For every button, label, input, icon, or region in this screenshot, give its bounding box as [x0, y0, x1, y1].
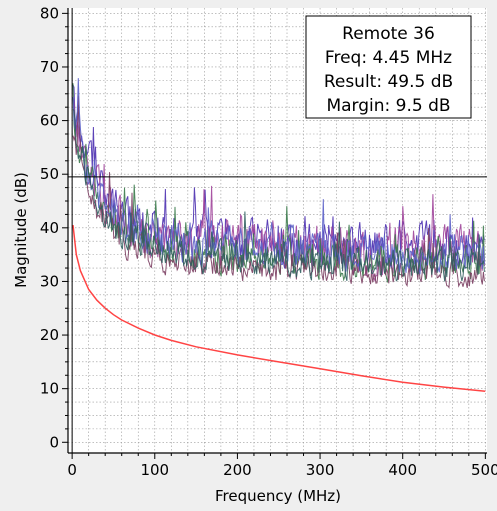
annotation-line-4: Margin: 9.5 dB: [326, 96, 450, 116]
series-layer: [72, 78, 485, 289]
annotation-line-1: Remote 36: [342, 24, 435, 44]
y-tick-label: 30: [40, 272, 59, 290]
y-tick-label: 50: [40, 165, 59, 183]
y-tick-label: 80: [40, 4, 59, 22]
x-tick-label: 300: [306, 461, 335, 479]
x-tick-label: 400: [388, 461, 417, 479]
y-tick-label: 20: [40, 326, 59, 344]
x-tick-label: 200: [223, 461, 252, 479]
annotation-line-2: Freq: 4.45 MHz: [325, 48, 452, 68]
y-axis-label: Magnitude (dB): [12, 172, 30, 288]
series-line-6: [72, 109, 485, 282]
x-tick-label: 0: [67, 461, 77, 479]
x-tick-label: 100: [140, 461, 169, 479]
annotation-box: Remote 36 Freq: 4.45 MHz Result: 49.5 dB…: [305, 15, 472, 119]
y-tick-label: 40: [40, 219, 59, 237]
y-tick-label: 60: [40, 112, 59, 130]
y-tick-label: 70: [40, 58, 59, 76]
axes: 0 10 20 30 40 50 60 70 80 0 100 200 300 400 500: [40, 4, 497, 479]
limit-line: [72, 225, 486, 393]
y-tick-label: 10: [40, 380, 59, 398]
x-tick-label: 500: [471, 461, 497, 479]
y-tick-label: 0: [49, 433, 59, 451]
x-axis-label: Frequency (MHz): [215, 487, 341, 505]
annotation-line-3: Result: 49.5 dB: [324, 72, 453, 92]
annotation-frame: [305, 15, 472, 119]
